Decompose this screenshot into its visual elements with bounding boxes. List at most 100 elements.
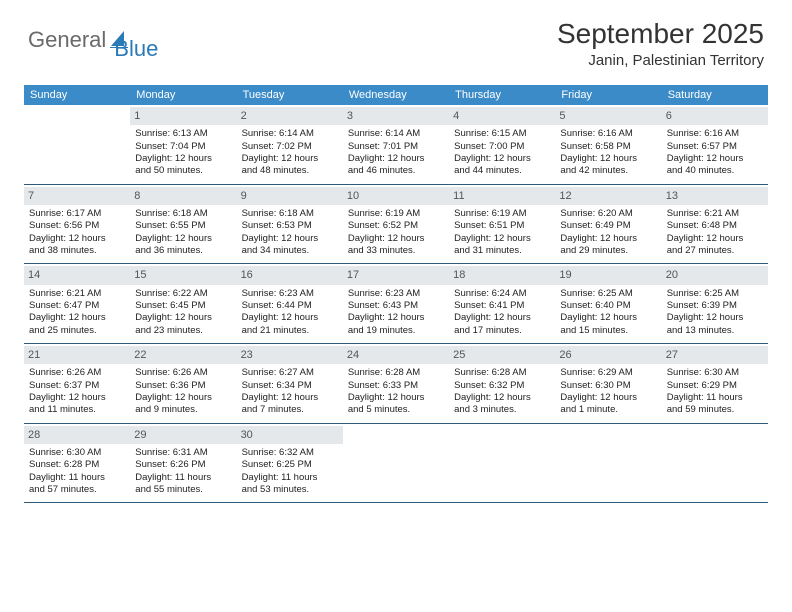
- day-sr: Sunrise: 6:28 AM: [454, 367, 550, 379]
- day-ss: Sunset: 6:43 PM: [348, 300, 444, 312]
- week-row: .1Sunrise: 6:13 AMSunset: 7:04 PMDayligh…: [24, 105, 768, 185]
- day-ss: Sunset: 6:41 PM: [454, 300, 550, 312]
- day-number: 8: [130, 187, 236, 205]
- day-cell: 22Sunrise: 6:26 AMSunset: 6:36 PMDayligh…: [130, 344, 236, 423]
- day-ss: Sunset: 6:58 PM: [560, 141, 656, 153]
- day-dl2: and 46 minutes.: [348, 165, 444, 177]
- day-ss: Sunset: 6:33 PM: [348, 380, 444, 392]
- day-ss: Sunset: 6:36 PM: [135, 380, 231, 392]
- day-dl2: and 48 minutes.: [242, 165, 338, 177]
- day-dl2: and 15 minutes.: [560, 325, 656, 337]
- day-ss: Sunset: 6:28 PM: [29, 459, 125, 471]
- day-dl1: Daylight: 12 hours: [667, 233, 763, 245]
- day-sr: Sunrise: 6:31 AM: [135, 447, 231, 459]
- day-dl2: and 33 minutes.: [348, 245, 444, 257]
- day-number: 18: [449, 266, 555, 284]
- day-number: 24: [343, 346, 449, 364]
- day-number: 1: [130, 107, 236, 125]
- day-sr: Sunrise: 6:13 AM: [135, 128, 231, 140]
- day-cell: 11Sunrise: 6:19 AMSunset: 6:51 PMDayligh…: [449, 185, 555, 264]
- day-dl2: and 5 minutes.: [348, 404, 444, 416]
- day-dl1: Daylight: 12 hours: [348, 233, 444, 245]
- day-number: 28: [24, 426, 130, 444]
- day-number: 23: [237, 346, 343, 364]
- day-cell: .: [662, 424, 768, 503]
- day-dl1: Daylight: 12 hours: [29, 233, 125, 245]
- day-ss: Sunset: 6:40 PM: [560, 300, 656, 312]
- day-sr: Sunrise: 6:16 AM: [667, 128, 763, 140]
- day-ss: Sunset: 6:34 PM: [242, 380, 338, 392]
- day-dl2: and 11 minutes.: [29, 404, 125, 416]
- calendar: SundayMondayTuesdayWednesdayThursdayFrid…: [24, 85, 768, 503]
- day-ss: Sunset: 6:56 PM: [29, 220, 125, 232]
- day-dl1: Daylight: 12 hours: [242, 233, 338, 245]
- day-sr: Sunrise: 6:30 AM: [29, 447, 125, 459]
- day-cell: 20Sunrise: 6:25 AMSunset: 6:39 PMDayligh…: [662, 264, 768, 343]
- day-ss: Sunset: 6:29 PM: [667, 380, 763, 392]
- day-cell: 15Sunrise: 6:22 AMSunset: 6:45 PMDayligh…: [130, 264, 236, 343]
- day-sr: Sunrise: 6:15 AM: [454, 128, 550, 140]
- day-dl1: Daylight: 12 hours: [560, 233, 656, 245]
- day-cell: .: [343, 424, 449, 503]
- day-ss: Sunset: 6:53 PM: [242, 220, 338, 232]
- day-dl2: and 17 minutes.: [454, 325, 550, 337]
- weeks-container: . 1 Sunrise: 6:13 AMSunset: 7:04 PM Dayligh…: [24, 105, 768, 503]
- day-cell: 17Sunrise: 6:23 AMSunset: 6:43 PMDayligh…: [343, 264, 449, 343]
- day-number: 14: [24, 266, 130, 284]
- day-dl2: and 40 minutes.: [667, 165, 763, 177]
- day-ss: Sunset: 6:44 PM: [242, 300, 338, 312]
- day-dl2: and 25 minutes.: [29, 325, 125, 337]
- week-row: 21Sunrise: 6:26 AMSunset: 6:37 PMDayligh…: [24, 344, 768, 424]
- logo-text-general: General: [28, 27, 106, 53]
- day-cell: 26Sunrise: 6:29 AMSunset: 6:30 PMDayligh…: [555, 344, 661, 423]
- day-cell: 21Sunrise: 6:26 AMSunset: 6:37 PMDayligh…: [24, 344, 130, 423]
- day-number: 19: [555, 266, 661, 284]
- weekday-wednesday: Wednesday: [343, 85, 449, 105]
- week-row: 14Sunrise: 6:21 AMSunset: 6:47 PMDayligh…: [24, 264, 768, 344]
- day-dl1: Daylight: 12 hours: [560, 312, 656, 324]
- day-number: 30: [237, 426, 343, 444]
- day-dl1: Daylight: 12 hours: [135, 312, 231, 324]
- day-dl2: and 3 minutes.: [454, 404, 550, 416]
- day-dl2: and 27 minutes.: [667, 245, 763, 257]
- day-ss: Sunset: 6:55 PM: [135, 220, 231, 232]
- day-ss: Sunset: 6:51 PM: [454, 220, 550, 232]
- day-ss: Sunset: 6:49 PM: [560, 220, 656, 232]
- day-ss: Sunset: 6:32 PM: [454, 380, 550, 392]
- day-number: 27: [662, 346, 768, 364]
- day-dl2: and 19 minutes.: [348, 325, 444, 337]
- day-cell: 25Sunrise: 6:28 AMSunset: 6:32 PMDayligh…: [449, 344, 555, 423]
- day-dl2: and 23 minutes.: [135, 325, 231, 337]
- day-sr: Sunrise: 6:23 AM: [348, 288, 444, 300]
- day-cell: 6Sunrise: 6:16 AMSunset: 6:57 PMDaylight…: [662, 105, 768, 184]
- day-sr: Sunrise: 6:27 AM: [242, 367, 338, 379]
- day-ss: Sunset: 7:04 PM: [135, 141, 231, 153]
- day-sr: Sunrise: 6:26 AM: [135, 367, 231, 379]
- header: General Blue September 2025 Janin, Pales…: [0, 0, 792, 77]
- day-ss: Sunset: 6:45 PM: [135, 300, 231, 312]
- day-ss: Sunset: 7:02 PM: [242, 141, 338, 153]
- day-dl1: Daylight: 12 hours: [135, 392, 231, 404]
- day-number: 5: [555, 107, 661, 125]
- day-sr: Sunrise: 6:21 AM: [667, 208, 763, 220]
- logo: General Blue: [28, 18, 158, 62]
- day-sr: Sunrise: 6:25 AM: [560, 288, 656, 300]
- day-number: 2: [237, 107, 343, 125]
- day-dl2: and 21 minutes.: [242, 325, 338, 337]
- day-sr: Sunrise: 6:16 AM: [560, 128, 656, 140]
- day-ss: Sunset: 6:52 PM: [348, 220, 444, 232]
- day-number: 7: [24, 187, 130, 205]
- day-ss: Sunset: 6:39 PM: [667, 300, 763, 312]
- day-number: 12: [555, 187, 661, 205]
- day-sr: Sunrise: 6:18 AM: [242, 208, 338, 220]
- day-dl2: and 29 minutes.: [560, 245, 656, 257]
- day-dl2: and 36 minutes.: [135, 245, 231, 257]
- day-ss: Sunset: 6:25 PM: [242, 459, 338, 471]
- day-dl1: Daylight: 12 hours: [29, 312, 125, 324]
- day-sr: Sunrise: 6:28 AM: [348, 367, 444, 379]
- day-sr: Sunrise: 6:25 AM: [667, 288, 763, 300]
- day-sr: Sunrise: 6:29 AM: [560, 367, 656, 379]
- day-sr: Sunrise: 6:19 AM: [348, 208, 444, 220]
- day-dl1: Daylight: 12 hours: [560, 392, 656, 404]
- day-cell: 10Sunrise: 6:19 AMSunset: 6:52 PMDayligh…: [343, 185, 449, 264]
